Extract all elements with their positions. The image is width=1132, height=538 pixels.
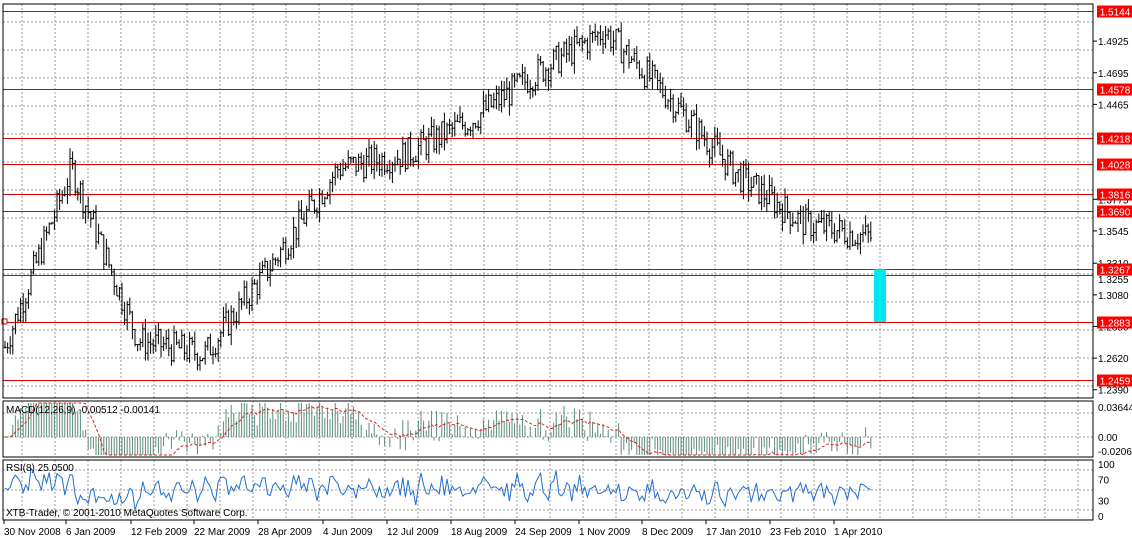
level-label: 1.2459 — [1100, 377, 1131, 388]
rsi-tick-label: 0 — [1098, 512, 1104, 523]
date-tick-label: 23 Feb 2010 — [770, 527, 827, 538]
price-bars — [3, 22, 873, 371]
date-tick-label: 12 Feb 2009 — [131, 527, 188, 538]
level-label-bg — [1097, 205, 1132, 218]
panel-frame — [2, 459, 1094, 521]
date-tick-label: 4 Jun 2009 — [323, 527, 373, 538]
date-axis: 30 Nov 2008 6 Jan 2009 12 Feb 2009 22 Mar 2… — [3, 520, 883, 538]
level-label: 1.5144 — [1100, 8, 1131, 19]
level-label: 1.4578 — [1100, 86, 1131, 97]
level-label: 1.2883 — [1100, 319, 1131, 330]
date-tick-label: 30 Nov 2008 — [4, 527, 61, 538]
macd-tick-label: -0.02062 — [1098, 447, 1132, 458]
price-tick-label: 1.4925 — [1098, 37, 1129, 48]
macd-tick-label: 0.00 — [1098, 433, 1118, 444]
panel-frames — [2, 3, 1094, 521]
level-label-bg — [1097, 83, 1132, 96]
line-handle[interactable] — [1, 318, 8, 325]
price-tick-label: 1.4695 — [1098, 69, 1129, 80]
panel-frame — [2, 3, 1094, 399]
level-label: 1.3690 — [1100, 208, 1131, 219]
date-tick-label: 12 Jul 2009 — [387, 527, 439, 538]
level-labels: 1.5144 1.4578 1.4218 1.4028 1.3816 1.3690 1.32… — [1097, 5, 1132, 388]
price-tick-label: 1.2390 — [1098, 386, 1129, 397]
level-label: 1.3267 — [1100, 266, 1131, 277]
date-tick-label: 1 Apr 2010 — [834, 527, 883, 538]
rsi-line — [4, 467, 871, 510]
level-label: 1.3816 — [1100, 191, 1131, 202]
rsi-tick-label: 100 — [1098, 460, 1115, 471]
date-tick-label: 18 Aug 2009 — [451, 527, 508, 538]
rsi-tick-label: 30 — [1098, 496, 1110, 507]
rsi-label: RSI(8) 25.0500 — [6, 463, 74, 474]
level-label-bg — [1097, 188, 1132, 201]
date-tick-label: 1 Nov 2009 — [579, 527, 631, 538]
copyright-text: XTB-Trader, © 2001-2010 MetaQuotes Softw… — [6, 508, 248, 519]
rsi-tick-label: 70 — [1098, 476, 1110, 487]
price-tick-label: 1.2620 — [1098, 354, 1129, 365]
macd-label: MACD(12,26,9) -0.00512 -0.00141 — [6, 405, 160, 416]
price-tick-label: 1.4465 — [1098, 100, 1129, 111]
level-label-bg — [1097, 316, 1132, 329]
level-label-bg — [1097, 132, 1132, 145]
level-label-bg — [1097, 5, 1132, 18]
support-resistance-lines[interactable] — [1, 11, 1093, 381]
macd-signal-line — [5, 402, 871, 456]
level-label-bg — [1097, 158, 1132, 171]
level-label: 1.4028 — [1100, 161, 1131, 172]
level-label-bg — [1097, 263, 1132, 276]
rsi-panel: 100 70 30 0 — [4, 460, 1115, 523]
price-tick-label: 1.3545 — [1098, 227, 1129, 238]
panel-frame — [2, 400, 1094, 458]
date-tick-label: 22 Mar 2009 — [194, 527, 251, 538]
price-tick-label: 1.3080 — [1098, 291, 1129, 302]
level-label-bg — [1097, 374, 1132, 387]
date-tick-label: 8 Dec 2009 — [642, 527, 694, 538]
date-tick-label: 24 Sep 2009 — [515, 527, 572, 538]
highlight-box — [874, 269, 886, 322]
macd-panel: 0.03644 0.00 -0.02062 — [5, 402, 1132, 458]
date-tick-label: 28 Apr 2009 — [258, 527, 312, 538]
macd-tick-label: 0.03644 — [1098, 403, 1132, 414]
date-tick-label: 17 Jan 2010 — [706, 527, 761, 538]
date-tick-label: 6 Jan 2009 — [66, 527, 116, 538]
price-tick-label: 1.3775 — [1098, 195, 1129, 206]
level-label: 1.4218 — [1100, 135, 1131, 146]
price-tick-label: 1.3255 — [1098, 275, 1129, 286]
